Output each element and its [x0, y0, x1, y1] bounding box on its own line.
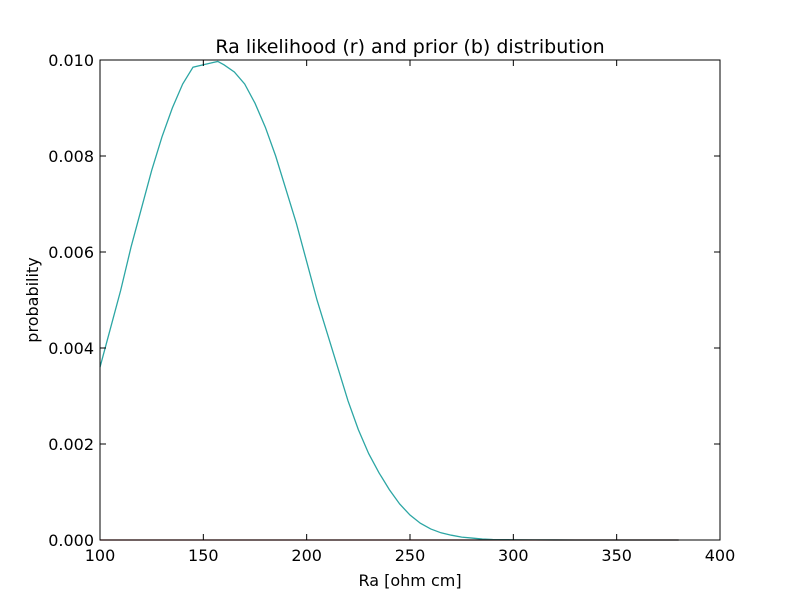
y-tick-label: 0.004 — [48, 339, 94, 358]
x-tick-label: 200 — [291, 546, 322, 565]
y-tick-label: 0.002 — [48, 435, 94, 454]
x-tick-label: 100 — [85, 546, 116, 565]
x-tick-label: 400 — [705, 546, 736, 565]
plot-frame — [99, 59, 721, 541]
x-tick-label: 150 — [188, 546, 219, 565]
x-tick-label: 350 — [601, 546, 632, 565]
series-layer — [99, 60, 679, 541]
ticks-layer: 100 150 200 250 300 350 400 0.000 0.002 0.004 0.00… — [48, 51, 735, 565]
y-axis-label: probability — [23, 257, 42, 342]
x-axis-label: Ra [ohm cm] — [358, 571, 461, 590]
y-tick-label: 0.010 — [48, 51, 94, 70]
x-tick-label: 250 — [395, 546, 426, 565]
y-tick-label: 0.000 — [48, 531, 94, 550]
x-tick-label: 300 — [498, 546, 529, 565]
y-tick-label: 0.008 — [48, 147, 94, 166]
chart-title: Ra likelihood (r) and prior (b) distribu… — [215, 36, 604, 58]
y-tick-label: 0.006 — [48, 243, 94, 262]
series-line-0 — [99, 60, 679, 541]
